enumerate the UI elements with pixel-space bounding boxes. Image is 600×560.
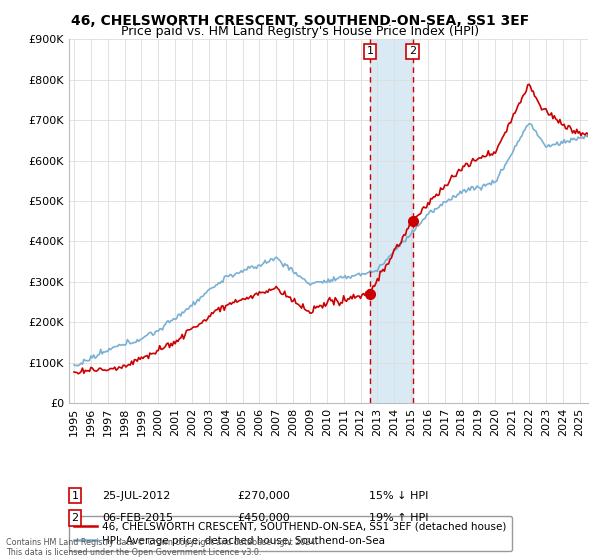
Text: 2: 2	[409, 46, 416, 57]
Text: 25-JUL-2012: 25-JUL-2012	[102, 491, 170, 501]
Text: 06-FEB-2015: 06-FEB-2015	[102, 513, 173, 523]
Text: Price paid vs. HM Land Registry's House Price Index (HPI): Price paid vs. HM Land Registry's House …	[121, 25, 479, 38]
Text: £450,000: £450,000	[237, 513, 290, 523]
Text: £270,000: £270,000	[237, 491, 290, 501]
Legend: 46, CHELSWORTH CRESCENT, SOUTHEND-ON-SEA, SS1 3EF (detached house), HPI: Average: 46, CHELSWORTH CRESCENT, SOUTHEND-ON-SEA…	[69, 516, 512, 551]
Text: 19% ↑ HPI: 19% ↑ HPI	[369, 513, 428, 523]
Text: Contains HM Land Registry data © Crown copyright and database right 2024.
This d: Contains HM Land Registry data © Crown c…	[6, 538, 318, 557]
Text: 1: 1	[71, 491, 79, 501]
Bar	[370, 39, 413, 403]
Text: 46, CHELSWORTH CRESCENT, SOUTHEND-ON-SEA, SS1 3EF: 46, CHELSWORTH CRESCENT, SOUTHEND-ON-SEA…	[71, 14, 529, 28]
Text: 15% ↓ HPI: 15% ↓ HPI	[369, 491, 428, 501]
Text: 2: 2	[71, 513, 79, 523]
Text: 1: 1	[367, 46, 373, 57]
